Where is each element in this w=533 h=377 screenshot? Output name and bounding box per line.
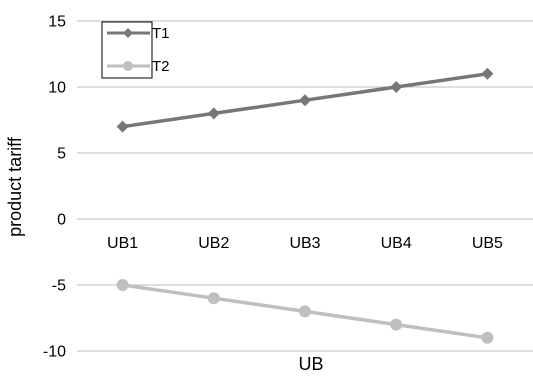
series-group (116, 67, 494, 344)
x-category-label: UB5 (472, 235, 503, 252)
x-category-label: UB2 (198, 235, 229, 252)
data-point-t2 (299, 305, 311, 318)
y-tick-label: 0 (57, 212, 66, 229)
x-category-labels: UB1 UB2 UB3 UB4 UB5 (107, 235, 503, 252)
y-tick-label: -10 (43, 344, 66, 361)
data-point-t1 (481, 67, 494, 80)
data-point-t2 (390, 318, 403, 331)
y-tick-labels: 15 10 5 0 -5 -10 (43, 14, 66, 361)
y-axis-title: product tariff (5, 136, 25, 237)
data-point-t2 (207, 292, 220, 305)
x-category-label: UB4 (381, 235, 412, 252)
x-category-label: UB1 (107, 235, 138, 252)
data-point-t2 (481, 331, 494, 344)
data-point-t1 (207, 107, 220, 120)
x-category-label: UB3 (289, 235, 320, 252)
data-point-t2 (116, 279, 129, 291)
legend-marker-t2 (123, 61, 133, 71)
x-axis-title: UB (298, 354, 323, 374)
y-tick-label: -5 (52, 278, 66, 295)
y-tick-label: 10 (48, 80, 66, 97)
legend-label-t1: T1 (152, 25, 170, 42)
data-point-t1 (116, 120, 129, 133)
legend: T1 T2 (101, 21, 170, 79)
legend-marker-t1 (123, 28, 133, 38)
data-point-t1 (390, 81, 403, 93)
y-tick-label: 15 (48, 14, 66, 31)
legend-label-t2: T2 (152, 58, 170, 75)
y-tick-label: 5 (57, 146, 66, 163)
data-point-t1 (299, 94, 311, 107)
gridlines (77, 20, 533, 352)
